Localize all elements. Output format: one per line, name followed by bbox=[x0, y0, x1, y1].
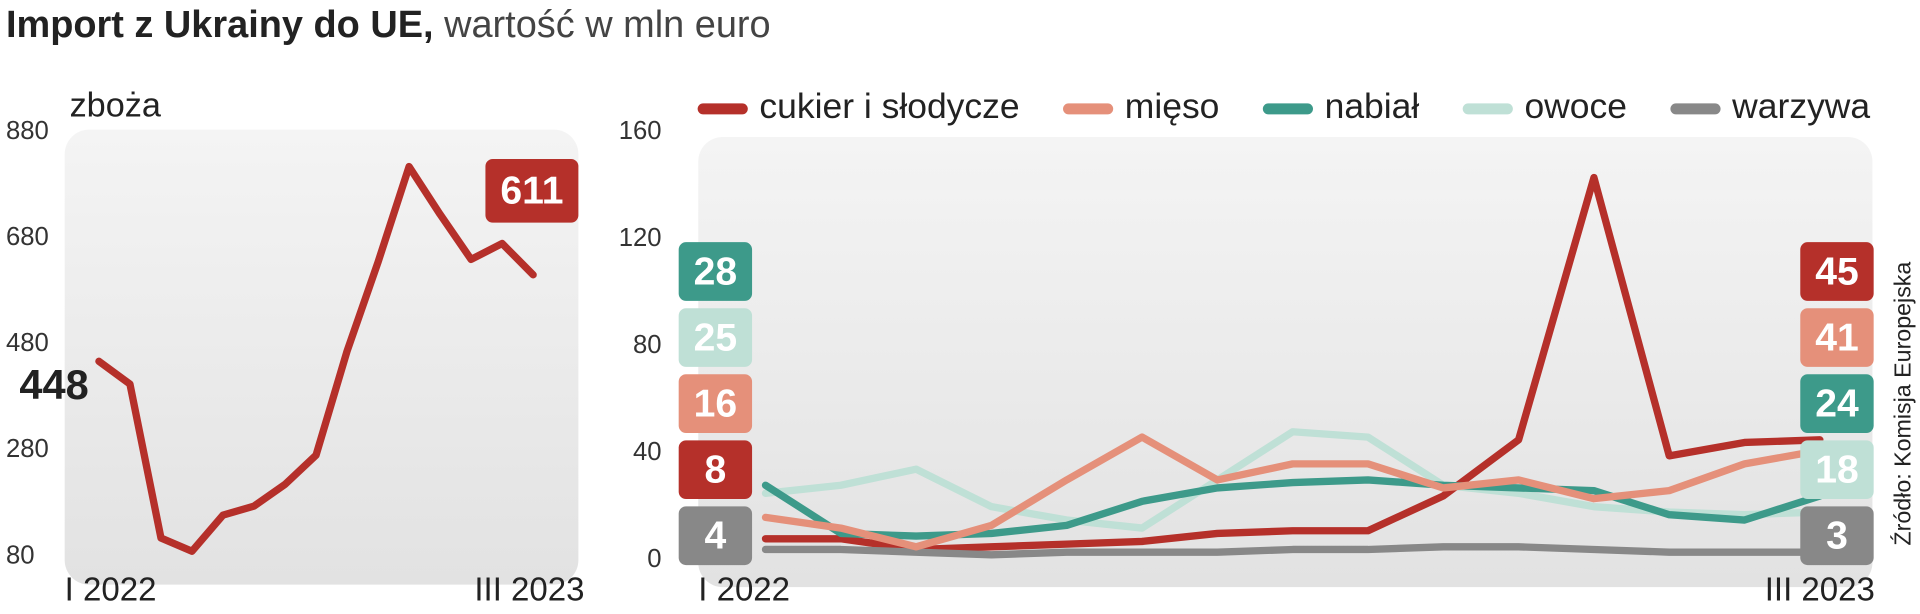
y-tick-label: 280 bbox=[6, 435, 49, 463]
value-label: 611 bbox=[500, 170, 563, 213]
value-label-box bbox=[1800, 308, 1874, 367]
y-tick-label: 480 bbox=[6, 329, 49, 357]
y-tick-label: 120 bbox=[619, 224, 662, 252]
chart-title: zboża bbox=[70, 87, 162, 125]
legend-label: nabiał bbox=[1325, 86, 1420, 126]
legend-label: mięso bbox=[1125, 86, 1220, 126]
value-label: 41 bbox=[1815, 316, 1859, 359]
value-label: 25 bbox=[694, 316, 738, 359]
legend-label: cukier i słodycze bbox=[759, 86, 1019, 126]
title: Import z Ukrainy do UE, bbox=[6, 4, 434, 46]
value-label: 16 bbox=[694, 382, 738, 425]
value-label-box bbox=[1800, 374, 1874, 433]
value-label: 3 bbox=[1826, 515, 1848, 558]
x-tick-label: I 2022 bbox=[65, 571, 157, 608]
y-tick-label: 0 bbox=[647, 545, 661, 573]
x-tick-label: III 2023 bbox=[1765, 571, 1875, 608]
value-label: 448 bbox=[19, 361, 88, 408]
legend-label: warzywa bbox=[1731, 86, 1870, 126]
value-label: 18 bbox=[1815, 448, 1859, 491]
value-label: 28 bbox=[694, 250, 738, 293]
y-tick-label: 880 bbox=[6, 117, 49, 145]
y-tick-label: 40 bbox=[633, 438, 662, 466]
x-tick-label: I 2022 bbox=[698, 571, 790, 608]
header: Import z Ukrainy do UE, wartość w mln eu… bbox=[6, 4, 771, 46]
value-label: 45 bbox=[1815, 250, 1859, 293]
y-tick-label: 80 bbox=[6, 541, 35, 569]
line bbox=[761, 543, 1824, 559]
plot-background bbox=[698, 136, 1873, 588]
source: Źródło: Komisja Europejska bbox=[1889, 262, 1915, 546]
value-label: 24 bbox=[1815, 382, 1859, 425]
value-label-box bbox=[485, 159, 579, 223]
value-label-box bbox=[678, 308, 753, 367]
line bbox=[761, 433, 1824, 551]
y-tick-label: 160 bbox=[619, 117, 662, 145]
value-label-box bbox=[1800, 242, 1874, 301]
y-tick-label: 80 bbox=[633, 331, 662, 359]
value-label-box bbox=[1800, 440, 1874, 500]
line bbox=[761, 476, 1824, 540]
value-label-box bbox=[678, 440, 753, 500]
subtitle: wartość w mln euro bbox=[443, 4, 771, 46]
value-label-box bbox=[678, 374, 753, 433]
legend-label: owoce bbox=[1524, 86, 1627, 126]
value-label: 8 bbox=[704, 448, 726, 491]
line bbox=[761, 173, 1824, 554]
plot-background bbox=[64, 129, 579, 585]
y-tick-label: 680 bbox=[6, 223, 49, 251]
value-label-box bbox=[678, 506, 753, 566]
x-tick-label: III 2023 bbox=[474, 571, 584, 608]
value-label-box bbox=[678, 242, 753, 301]
value-label: 4 bbox=[704, 515, 726, 558]
value-label-box bbox=[1800, 506, 1874, 566]
line bbox=[95, 162, 537, 555]
